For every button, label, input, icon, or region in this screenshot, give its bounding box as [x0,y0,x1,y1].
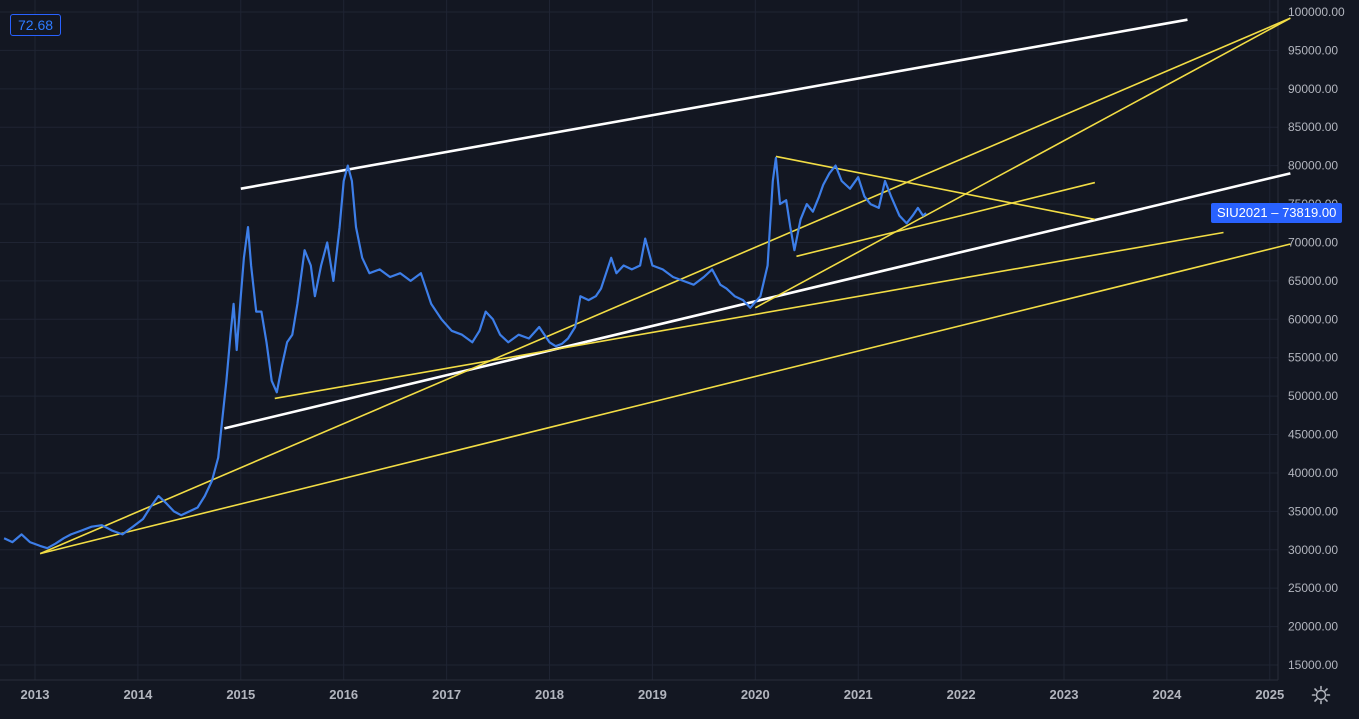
x-tick-label: 2022 [947,687,976,702]
x-tick-label: 2023 [1050,687,1079,702]
trend-line-yellow-2[interactable] [39,17,1291,555]
trend-lines [39,17,1291,555]
y-tick-label: 25000.00 [1288,581,1338,595]
x-tick-label: 2014 [123,687,153,702]
indicator-value-badge[interactable]: 72.68 [10,14,62,36]
price-series [3,156,927,550]
y-tick-label: 80000.00 [1288,159,1338,173]
y-tick-label: 55000.00 [1288,351,1338,365]
y-tick-label: 70000.00 [1288,235,1338,249]
x-tick-label: 2018 [535,687,564,702]
y-tick-label: 90000.00 [1288,82,1338,96]
y-tick-label: 35000.00 [1288,504,1338,518]
y-tick-label: 65000.00 [1288,274,1338,288]
x-tick-label: 2016 [329,687,358,702]
x-tick-label: 2024 [1152,687,1182,702]
x-axis: 2013 2014 2015 2016 2017 2018 2019 2020 2021 2022… [21,687,1285,702]
y-tick-label: 15000.00 [1288,658,1338,672]
y-tick-label: 60000.00 [1288,312,1338,326]
price-tag-value: 73819.00 [1282,205,1337,220]
y-tick-label: 100000.00 [1288,5,1345,19]
trend-line-yellow-3[interactable] [39,243,1291,555]
y-tick-label: 30000.00 [1288,543,1338,557]
last-price-tag: SIU2021 – 73819.00 [1211,203,1343,223]
price-tag-symbol: SIU2021 [1217,205,1268,220]
x-tick-label: 2015 [226,687,255,702]
y-tick-label: 85000.00 [1288,120,1338,134]
y-tick-label: 40000.00 [1288,466,1338,480]
price-tag-separator: – [1271,205,1279,220]
y-tick-label: 50000.00 [1288,389,1338,403]
y-axis: 15000.00 20000.00 25000.00 30000.00 35000.00… [1288,5,1345,672]
trend-line-yellow-4[interactable] [274,231,1224,400]
gear-icon [1311,685,1331,705]
y-tick-label: 20000.00 [1288,620,1338,634]
x-tick-label: 2019 [638,687,667,702]
trend-line-white-0[interactable] [240,18,1188,190]
chart-grid [0,0,1279,681]
trend-line-yellow-7[interactable] [796,181,1096,258]
x-tick-label: 2020 [741,687,770,702]
trend-line-yellow-5[interactable] [754,17,1291,309]
x-tick-label: 2021 [844,687,873,702]
y-tick-label: 95000.00 [1288,43,1338,57]
price-series-line[interactable] [3,156,927,550]
x-tick-label: 2017 [432,687,461,702]
x-tick-label: 2025 [1255,687,1284,702]
chart-settings-button[interactable] [1308,683,1334,707]
y-tick-label: 45000.00 [1288,428,1338,442]
x-tick-label: 2013 [21,687,50,702]
trend-line-yellow-6[interactable] [775,155,1096,221]
